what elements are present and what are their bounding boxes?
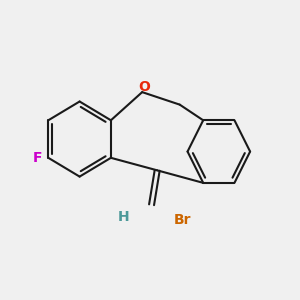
Text: H: H [118,210,129,224]
Text: Br: Br [174,213,192,227]
Text: O: O [138,80,150,94]
Text: F: F [33,151,42,165]
